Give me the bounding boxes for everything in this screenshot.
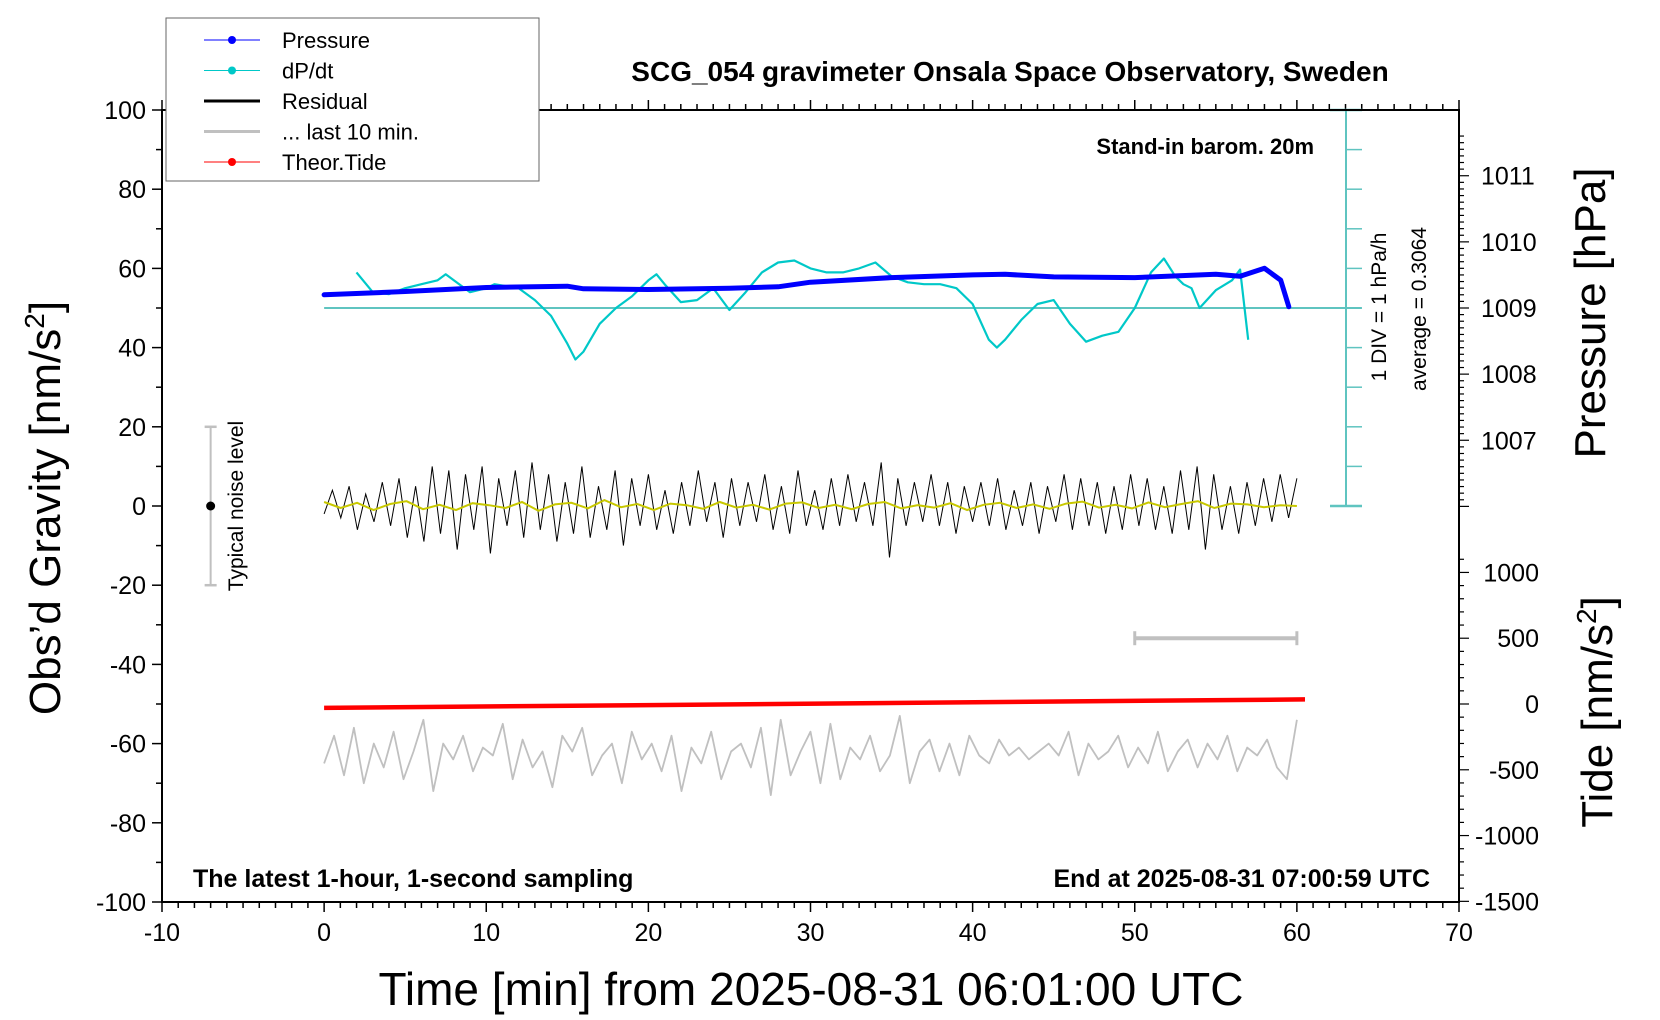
residual-smoothed-line — [323, 498, 1297, 512]
pressure-line — [321, 265, 1292, 310]
y-tick-label: -60 — [110, 731, 146, 759]
legend-label: ... last 10 min. — [282, 120, 419, 145]
tide-tick-label: 1000 — [1483, 559, 1539, 587]
legend-marker — [228, 158, 236, 166]
pressure-tick-label: 1011 — [1481, 163, 1535, 191]
x-tick-label: 0 — [317, 919, 331, 947]
barometer-note: Stand-in barom. 20m — [1096, 134, 1314, 159]
tide-tick-label: -500 — [1489, 757, 1539, 785]
y-tick-label: 80 — [118, 176, 146, 204]
chart-title: SCG_054 gravimeter Onsala Space Observat… — [631, 56, 1388, 87]
y-tick-label: -100 — [96, 889, 146, 917]
plot-frame — [161, 109, 1460, 903]
x-tick-label: 20 — [634, 919, 662, 947]
pressure-tick-label: 1010 — [1481, 229, 1537, 257]
y-tick-label: 0 — [132, 493, 146, 521]
x-tick-label: 10 — [472, 919, 500, 947]
y-tick-label: 100 — [104, 97, 146, 125]
pressure-tick-label: 1008 — [1481, 361, 1537, 389]
y-axis-title-left: Obs’d Gravity [nm/s2] — [19, 301, 70, 715]
pressure-tick-label: 1009 — [1481, 295, 1537, 323]
y-tick-label: 20 — [118, 414, 146, 442]
legend-marker — [228, 36, 236, 44]
legend-label: Residual — [282, 89, 368, 114]
y-tick-label: -80 — [110, 810, 146, 838]
y-tick-label: -40 — [110, 651, 146, 679]
end-time-note: End at 2025-08-31 07:00:59 UTC — [1053, 865, 1430, 893]
y-tick-label: 60 — [118, 255, 146, 283]
pressure-tick-label: 1007 — [1481, 427, 1537, 455]
x-tick-label: 40 — [959, 919, 987, 947]
dpdt-scale-label: 1 DIV = 1 hPa/h — [1368, 233, 1391, 382]
y-tick-label: -20 — [110, 572, 146, 600]
legend-label: dP/dt — [282, 59, 333, 84]
y-axis-title-tide: Tide [nm/s2] — [1571, 596, 1622, 828]
noise-level-dot — [206, 501, 216, 511]
tide-tick-label: 500 — [1497, 625, 1539, 653]
dpdt-average-label: average = 0.3064 — [1408, 227, 1431, 391]
axes-ticks: -10 0 10 20 30 40 50 60 70100806040200-20-40-60-… — [96, 97, 1539, 947]
x-tick-label: -10 — [144, 919, 180, 947]
x-tick-label: 60 — [1283, 919, 1311, 947]
series-layer — [204, 108, 1362, 796]
residual-line — [323, 462, 1298, 558]
x-tick-label: 70 — [1445, 919, 1473, 947]
y-axis-title-pressure: Pressure [hPa] — [1566, 167, 1615, 458]
y-tick-label: 40 — [118, 335, 146, 363]
last-10-min-line — [323, 715, 1298, 796]
tide-tick-label: -1000 — [1475, 823, 1539, 851]
legend-marker — [228, 66, 236, 75]
tide-line — [324, 697, 1306, 711]
tide-tick-label: -1500 — [1475, 888, 1539, 916]
x-axis-title: Time [min] from 2025-08-31 06:01:00 UTC — [379, 963, 1244, 1015]
legend-label: Pressure — [282, 28, 370, 53]
sampling-note: The latest 1-hour, 1-second sampling — [193, 865, 633, 893]
legend-label: Theor.Tide — [282, 150, 386, 175]
x-tick-label: 50 — [1121, 919, 1149, 947]
x-tick-label: 30 — [797, 919, 825, 947]
legend: Pressure dP/dt Residual ... last 10 min. The… — [165, 17, 540, 182]
noise-level-label: Typical noise level — [225, 421, 248, 591]
tide-tick-label: 0 — [1525, 691, 1539, 719]
